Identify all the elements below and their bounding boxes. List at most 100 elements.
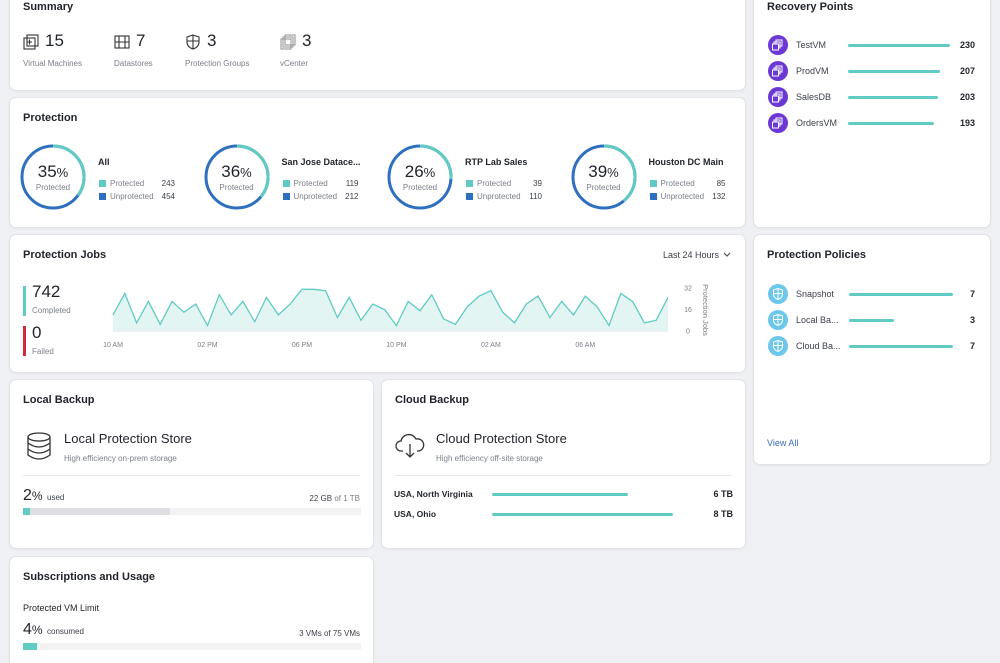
region-bar <box>492 513 673 516</box>
region-name: USA, Ohio <box>394 509 437 519</box>
legend-swatch <box>99 193 106 200</box>
card-title: Local Backup <box>23 394 95 406</box>
summary-count: 3 <box>302 31 312 50</box>
item-bar <box>848 70 940 73</box>
used-label: used <box>47 493 65 502</box>
capacity: of 1 TB <box>334 494 360 503</box>
region-bar <box>492 493 628 496</box>
group-name: Houston DC Main <box>648 157 724 167</box>
item-name: OrdersVM <box>796 118 838 128</box>
item-value: 230 <box>959 40 975 50</box>
completed-count: 742 <box>32 282 61 301</box>
item-icon <box>768 113 788 133</box>
database-icon <box>27 432 51 460</box>
donut-center-label: Protected <box>402 183 438 192</box>
legend-label: Protected <box>477 179 512 188</box>
summary-icon <box>114 35 130 49</box>
item-value: 3 <box>969 315 975 325</box>
completed-indicator <box>23 286 26 316</box>
item-bar <box>848 96 939 99</box>
protection-policies-card: Protection Policies View All Snapshot 7 Lo… <box>754 235 990 464</box>
legend-swatch <box>649 193 657 200</box>
summary-label: Virtual Machines <box>23 59 82 68</box>
item-bar <box>849 345 953 348</box>
legend-value: 110 <box>529 192 542 201</box>
donut-arc <box>204 144 269 210</box>
range-select[interactable]: Last 24 Hours <box>662 250 719 260</box>
item-value: 7 <box>969 341 975 351</box>
chevron-icon <box>723 252 731 257</box>
item-name: SalesDB <box>796 92 832 102</box>
item-bar <box>849 293 953 296</box>
legend-swatch <box>282 193 290 200</box>
card-title: Protection <box>23 112 78 124</box>
legend-swatch <box>466 193 473 200</box>
recovery-points-card: Recovery Points TestVM 230 ProdVM 207 SalesD… <box>754 0 990 227</box>
donut-percent: 26% <box>386 162 454 182</box>
percent-value: 4 <box>23 621 32 638</box>
summary-label: Protection Groups <box>185 59 250 68</box>
region-value: 8 TB <box>713 509 733 519</box>
percent-unit: % <box>31 623 43 637</box>
item-name: Cloud Ba... <box>796 341 841 351</box>
donut-arc <box>571 144 636 210</box>
percent-value: 39 <box>588 162 608 181</box>
usage-detail: 22 GB of 1 TB <box>309 494 360 503</box>
y-tick-label: 16 <box>684 307 692 314</box>
legend-label: Unprotected <box>110 192 154 201</box>
summary-icon <box>186 34 200 50</box>
donut-percent: 39% <box>570 162 638 182</box>
group-name: RTP Lab Sales <box>465 157 528 167</box>
summary-card: Summary 15 Virtual Machines 7 Datastores 3 Pr… <box>10 0 745 90</box>
summary-label: Datastores <box>114 59 153 68</box>
item-icon <box>768 310 788 330</box>
percent-value: 26 <box>404 162 424 181</box>
item-icon <box>768 35 788 55</box>
donut-arc <box>387 144 453 210</box>
x-tick-label: 02 PM <box>197 342 217 349</box>
donut-center-label: Protected <box>586 183 621 192</box>
group-name: All <box>98 157 110 167</box>
summary-count: 15 <box>45 31 64 50</box>
y-tick-label: 0 <box>686 329 690 336</box>
legend-label: Protected <box>110 179 145 188</box>
usage-bar <box>23 508 30 515</box>
donut-percent: 35% <box>19 162 87 182</box>
item-name: Snapshot <box>796 289 835 299</box>
divider <box>395 475 732 476</box>
store-description: High efficiency on-prem storage <box>64 454 177 463</box>
usage-track-shade <box>23 508 170 515</box>
limit-label: Protected VM Limit <box>23 603 100 613</box>
percent-unit: % <box>607 165 619 180</box>
card-title: Protection Policies <box>767 249 867 261</box>
item-bar <box>848 122 934 125</box>
x-tick-label: 06 PM <box>292 342 312 349</box>
group-name: San Jose Datace... <box>281 157 361 167</box>
used-amount: 22 GB <box>309 494 333 503</box>
x-tick-label: 06 AM <box>575 342 595 349</box>
donut-center-label: Protected <box>219 183 254 192</box>
item-value: 193 <box>959 118 975 128</box>
card-title: Protection Jobs <box>23 249 107 261</box>
usage-track <box>23 508 361 515</box>
percent-value: 35 <box>37 162 57 181</box>
divider <box>23 475 360 476</box>
donut-center-label: Protected <box>35 183 71 192</box>
consumed-label: consumed <box>47 627 84 636</box>
jobs-chart: 10 AM 02 PM 06 PM 10 PM 02 AM 06 AM 0 16 32 Prote… <box>103 284 710 349</box>
legend-label: Unprotected <box>660 192 705 201</box>
usage-track <box>23 643 361 650</box>
legend-value: 119 <box>345 179 359 188</box>
store-name: Local Protection Store <box>64 431 192 446</box>
local-backup-card: Local Backup Local Protection Store High… <box>10 380 373 548</box>
legend-value: 132 <box>712 192 726 201</box>
view-all-link[interactable]: View All <box>767 438 799 448</box>
subscriptions-card: Subscriptions and Usage Protected VM Lim… <box>10 557 373 663</box>
donut-percent: 36% <box>203 162 271 182</box>
item-name: TestVM <box>796 40 827 50</box>
donut-arc <box>20 144 86 210</box>
completed-label: Completed <box>32 306 71 315</box>
card-title: Cloud Backup <box>395 394 469 406</box>
y-tick-label: 32 <box>684 286 692 293</box>
legend-label: Protected <box>660 179 695 188</box>
